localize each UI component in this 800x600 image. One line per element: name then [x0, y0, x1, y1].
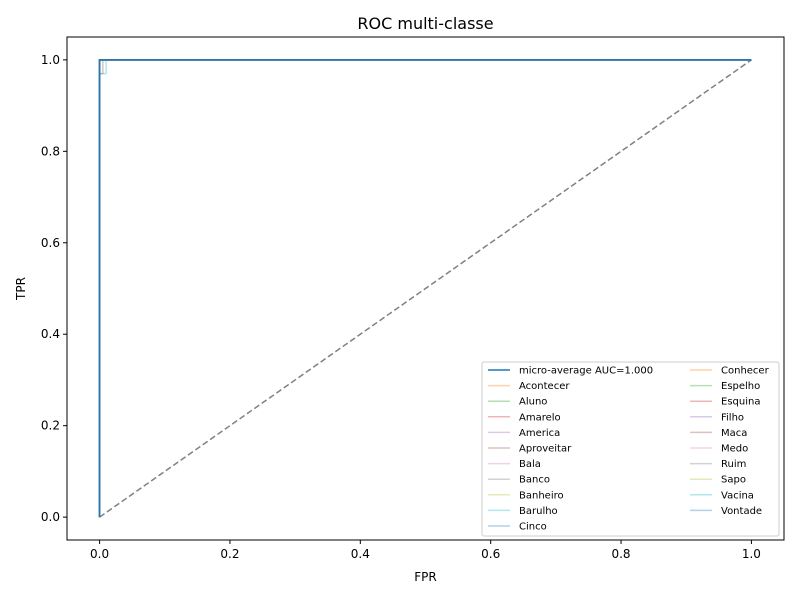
legend-label: America [519, 428, 560, 439]
roc-line-micro-average [98, 59, 752, 518]
legend-label: Amarelo [519, 412, 561, 423]
legend-label: Acontecer [519, 381, 570, 392]
x-tick-label: 0.2 [220, 547, 239, 561]
legend-frame [481, 361, 780, 537]
y-axis-label: TPR [14, 277, 28, 301]
legend-label: Barulho [519, 506, 558, 517]
y-tick-label: 0.2 [41, 419, 60, 433]
legend-label: Aproveitar [519, 444, 572, 455]
legend-label: Banco [519, 475, 550, 486]
legend-label: Aluno [519, 397, 547, 408]
legend-label: Filho [721, 412, 744, 423]
legend-label: Esquina [721, 397, 760, 408]
x-axis-ticks: 0.0 0.2 0.4 0.6 0.8 1.0 [90, 540, 761, 561]
legend-label: Bala [519, 459, 541, 470]
legend: micro-average AUC=1.000 Acontecer Aluno Ama… [481, 361, 780, 537]
legend-label: Medo [721, 444, 748, 455]
legend-label: Cinco [519, 522, 547, 533]
legend-label: Vontade [721, 506, 762, 517]
legend-label: Espelho [721, 381, 760, 392]
y-tick-label: 1.0 [41, 53, 60, 67]
y-tick-label: 0.6 [41, 236, 60, 250]
y-tick-label: 0.0 [41, 510, 60, 524]
x-tick-label: 0.6 [481, 547, 500, 561]
legend-label: Maca [721, 428, 747, 439]
y-tick-label: 0.8 [41, 144, 60, 158]
x-tick-label: 0.0 [90, 547, 109, 561]
chart-title: ROC multi-classe [357, 14, 493, 33]
legend-label: Ruim [721, 459, 746, 470]
y-axis-ticks: 0.0 0.2 0.4 0.6 0.8 1.0 [41, 53, 67, 524]
x-tick-label: 0.8 [611, 547, 630, 561]
legend-label: Banheiro [519, 490, 564, 501]
x-tick-label: 0.4 [351, 547, 370, 561]
y-tick-label: 0.4 [41, 327, 60, 341]
series-layer [98, 59, 752, 518]
legend-label: Conhecer [721, 366, 770, 377]
x-axis-label: FPR [414, 570, 436, 584]
legend-label: Sapo [721, 475, 746, 486]
plot-frame [66, 36, 785, 541]
x-tick-label: 1.0 [742, 547, 761, 561]
chance-diagonal-line [99, 59, 752, 518]
legend-label: Vacina [721, 490, 754, 501]
legend-label: micro-average AUC=1.000 [519, 366, 653, 377]
